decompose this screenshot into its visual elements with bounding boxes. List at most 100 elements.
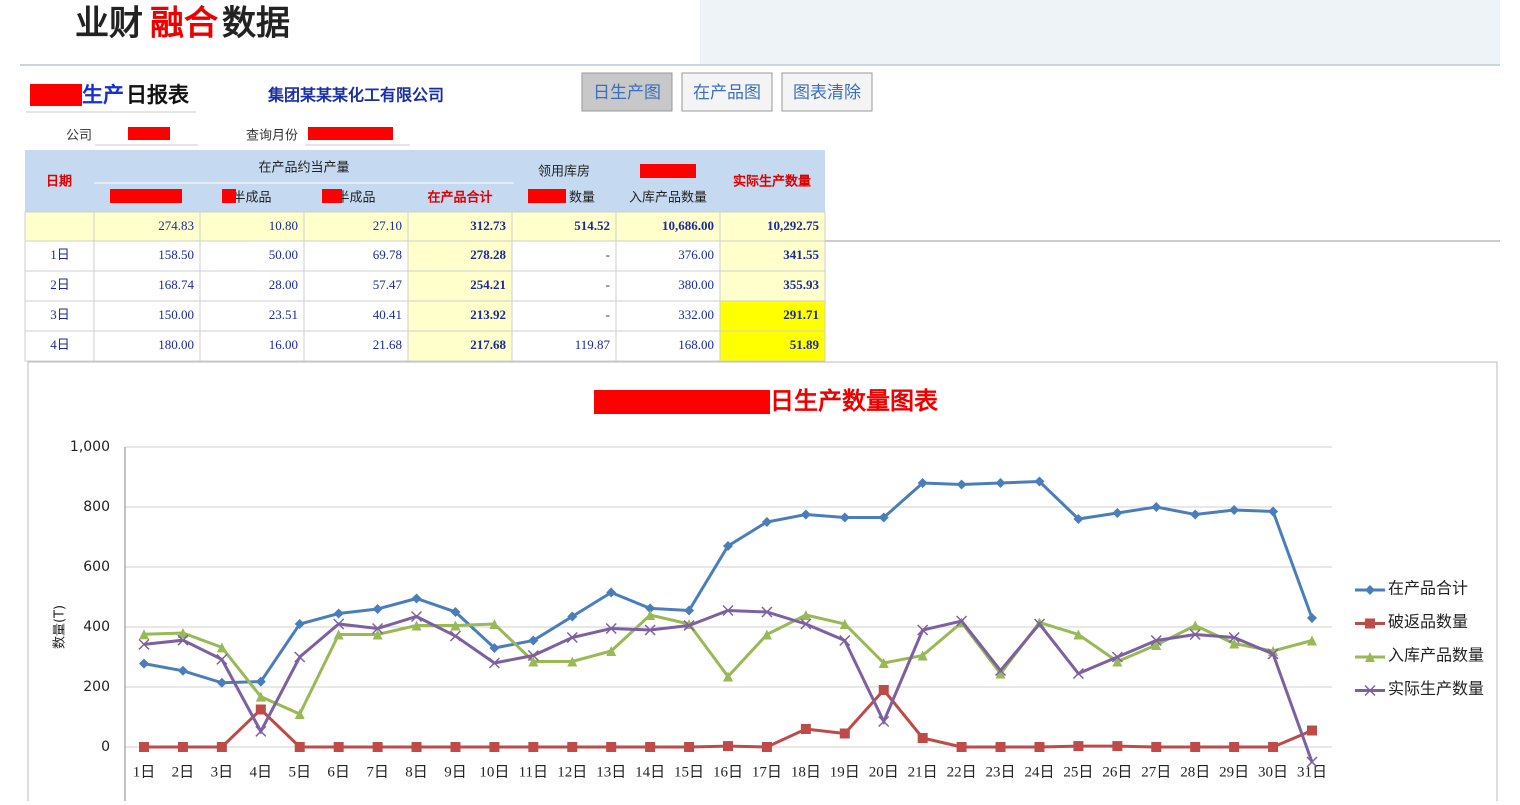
- data-point: [722, 604, 734, 617]
- table-cell-text: 40.41: [373, 307, 402, 322]
- data-point: [839, 728, 850, 739]
- data-point: [1033, 618, 1046, 630]
- data-point: [605, 622, 617, 635]
- x-tick-label: 29日: [1219, 764, 1249, 780]
- x-tick-label: 2日: [172, 764, 195, 780]
- data-point: [1307, 613, 1317, 623]
- data-point: [839, 619, 850, 629]
- button-label[interactable]: 日生产图: [593, 83, 661, 103]
- data-point: [1112, 741, 1123, 752]
- button-label[interactable]: 图表清除: [793, 83, 861, 103]
- table-cell-text: 213.92: [470, 307, 506, 322]
- table-cell: [24, 300, 95, 332]
- data-point: [878, 685, 889, 695]
- table-cell: [407, 240, 513, 272]
- data-point: [878, 658, 889, 668]
- data-point: [216, 742, 227, 752]
- table-cell: [303, 270, 409, 302]
- table-cell: [719, 270, 826, 302]
- x-tick-label: 21日: [908, 764, 938, 780]
- data-point: [294, 651, 306, 663]
- redaction: [222, 189, 236, 203]
- legend-label: 入库产品数量: [1388, 647, 1484, 665]
- table-cell-text: 50.00: [269, 247, 298, 262]
- legend-label: 在产品合计: [1388, 580, 1468, 598]
- table-header: 日期: [46, 175, 72, 190]
- y-tick-label: 0: [101, 739, 110, 755]
- data-point: [294, 742, 305, 752]
- table-cell: [199, 240, 305, 272]
- data-point: [372, 604, 383, 614]
- data-point: [956, 615, 968, 627]
- data-point: [138, 638, 150, 650]
- x-tick-label: 27日: [1141, 764, 1171, 780]
- data-point: [1189, 628, 1201, 641]
- table-cell: [407, 270, 513, 302]
- table-cell: [93, 270, 201, 302]
- data-point: [255, 691, 266, 702]
- data-point: [527, 649, 539, 662]
- x-tick-label: 9日: [444, 764, 467, 780]
- data-point: [333, 608, 344, 619]
- data-point: [1151, 502, 1162, 512]
- data-point: [1073, 741, 1084, 752]
- data-point: [723, 741, 733, 752]
- table-cell-text: 168.74: [158, 277, 194, 292]
- data-point: [139, 658, 149, 669]
- data-point: [177, 742, 188, 752]
- x-tick-label: 5日: [288, 764, 311, 780]
- button[interactable]: [581, 72, 673, 112]
- x-tick-label: 24日: [1024, 764, 1054, 780]
- redaction: [322, 189, 342, 203]
- button-label[interactable]: 在产品图: [693, 83, 761, 103]
- data-point: [411, 620, 422, 631]
- table-cell-text: 27.10: [373, 218, 402, 233]
- table-cell: [719, 240, 826, 272]
- table-cell: [199, 300, 305, 332]
- data-point: [684, 605, 695, 616]
- data-point: [1228, 631, 1240, 644]
- table-cell-text: 150.00: [158, 307, 194, 322]
- data-point: [606, 587, 617, 598]
- data-point: [917, 650, 928, 661]
- table-cell: [24, 240, 95, 272]
- table-cell-text: 180.00: [158, 337, 194, 352]
- table-cell-text: 158.50: [158, 247, 194, 262]
- table-cell: [511, 270, 617, 302]
- table-cell-text: 51.89: [790, 337, 820, 352]
- data-point: [995, 668, 1006, 679]
- data-point: [956, 742, 967, 752]
- table-header: 半成品: [336, 191, 375, 206]
- data-point: [216, 642, 227, 653]
- table-header: 领用库房: [538, 164, 590, 180]
- data-point: [139, 629, 149, 640]
- data-point: [956, 479, 967, 490]
- x-tick-label: 6日: [327, 764, 350, 780]
- data-point: [683, 619, 695, 632]
- data-point: [177, 665, 188, 676]
- button[interactable]: [681, 72, 773, 112]
- table-cell-text: 380.00: [678, 277, 714, 292]
- x-tick-label: 15日: [674, 764, 704, 780]
- company-name: 集团某某某化工有限公司: [267, 86, 444, 105]
- data-point: [411, 610, 423, 623]
- data-point: [1190, 742, 1201, 752]
- redaction: [30, 84, 82, 106]
- data-point: [1072, 667, 1084, 680]
- legend-marker: [1365, 618, 1375, 629]
- page-title: 业财: [75, 4, 143, 44]
- y-tick-label: 800: [83, 499, 110, 515]
- table-cell-text: 514.52: [574, 218, 610, 233]
- button[interactable]: [781, 72, 873, 112]
- table-cell-text: 16.00: [269, 337, 298, 352]
- data-point: [1268, 742, 1279, 752]
- data-point: [1112, 508, 1123, 518]
- table-cell-text: 10.80: [269, 218, 298, 233]
- data-point: [1150, 634, 1162, 647]
- table-cell: [615, 211, 721, 242]
- redaction: [110, 189, 182, 203]
- x-tick-label: 17日: [752, 764, 782, 780]
- data-point: [684, 742, 695, 752]
- data-point: [1034, 742, 1045, 752]
